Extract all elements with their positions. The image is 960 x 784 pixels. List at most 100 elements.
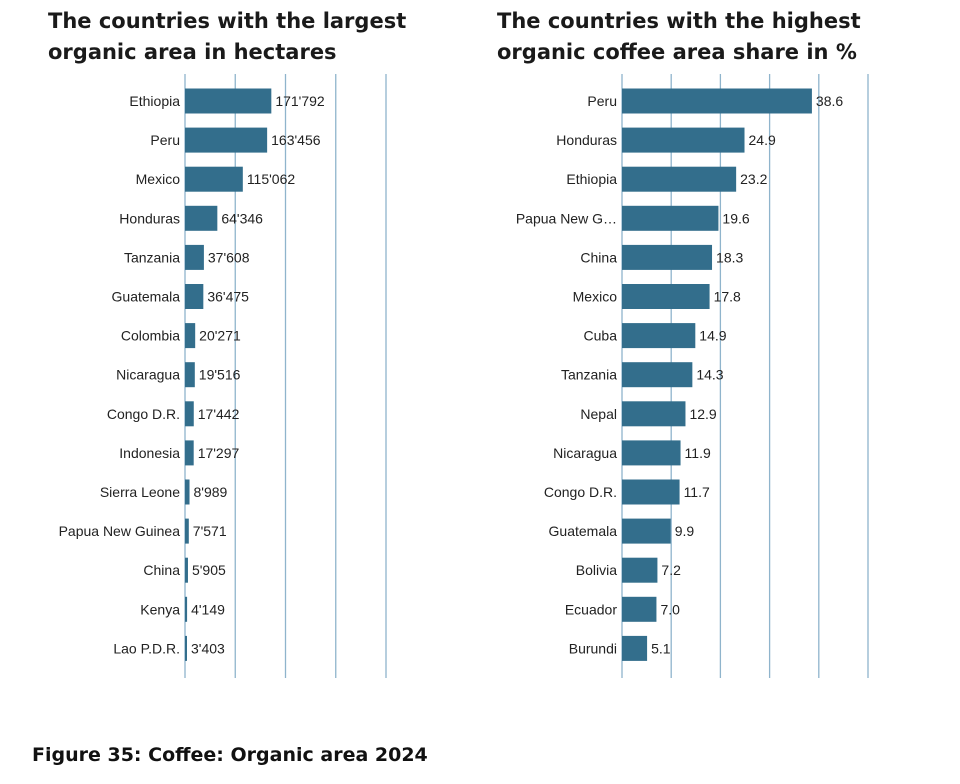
right-category-label-1: Honduras	[556, 132, 617, 148]
right-value-label-14: 5.1	[651, 640, 671, 656]
right-category-label-11: Guatemala	[549, 523, 618, 539]
right-value-label-7: 14.3	[696, 367, 723, 383]
right-bar-14	[622, 635, 648, 661]
right-category-label-14: Burundi	[569, 640, 617, 656]
left-bar-10	[185, 479, 190, 505]
right-category-label-5: Mexico	[573, 289, 618, 305]
right-bar-9	[622, 440, 681, 466]
left-value-label-12: 5'905	[192, 562, 226, 578]
left-value-label-1: 163'456	[271, 132, 321, 148]
left-category-label-4: Tanzania	[124, 249, 180, 265]
right-value-label-3: 19.6	[722, 210, 749, 226]
left-value-label-4: 37'608	[208, 249, 250, 265]
right-bar-5	[622, 284, 710, 309]
right-bar-3	[622, 205, 719, 231]
right-value-label-6: 14.9	[699, 328, 726, 344]
right-bar-0	[622, 88, 812, 114]
left-value-label-9: 17'297	[198, 445, 240, 461]
left-value-label-14: 3'403	[191, 640, 225, 656]
right-bar-12	[622, 557, 658, 583]
right-value-label-5: 17.8	[714, 289, 741, 305]
left-bar-6	[185, 323, 196, 349]
left-bar-1	[185, 127, 268, 153]
right-value-label-11: 9.9	[675, 523, 695, 539]
left-category-label-10: Sierra Leone	[100, 484, 180, 500]
right-value-label-1: 24.9	[749, 132, 776, 148]
right-value-label-13: 7.0	[660, 601, 680, 617]
right-bar-4	[622, 244, 713, 270]
left-chart-title: The countries with the largest organic a…	[48, 6, 406, 68]
left-value-label-2: 115'062	[247, 171, 296, 187]
left-category-label-12: China	[143, 562, 180, 578]
left-value-label-7: 19'516	[199, 367, 241, 383]
right-bar-13	[622, 596, 657, 622]
right-category-label-10: Congo D.R.	[544, 484, 617, 500]
left-category-label-8: Congo D.R.	[107, 406, 180, 422]
right-bar-7	[622, 362, 693, 388]
right-category-label-7: Tanzania	[561, 367, 617, 383]
right-value-label-9: 11.9	[685, 445, 711, 461]
right-category-label-4: China	[580, 249, 617, 265]
left-category-label-6: Colombia	[121, 328, 180, 344]
right-value-label-12: 7.2	[661, 562, 681, 578]
right-bar-6	[622, 323, 696, 349]
left-category-label-5: Guatemala	[112, 289, 181, 305]
right-value-label-4: 18.3	[716, 249, 743, 265]
right-bar-11	[622, 518, 671, 544]
right-bar-8	[622, 401, 686, 427]
left-value-label-10: 8'989	[194, 484, 228, 500]
left-bar-0	[185, 88, 272, 114]
right-bar-chart: Peru 38.6 Honduras 24.9 Ethiopia 23.2 Papua Ne…	[516, 74, 869, 678]
right-category-label-12: Bolivia	[576, 562, 617, 578]
right-chart-title: The countries with the highest organic c…	[497, 6, 861, 68]
right-value-label-2: 23.2	[740, 171, 767, 187]
left-bar-11	[185, 518, 189, 544]
left-bar-3	[185, 205, 218, 231]
right-category-label-0: Peru	[587, 93, 617, 109]
figure-caption: Figure 35: Coffee: Organic area 2024	[32, 744, 428, 766]
left-category-label-9: Indonesia	[119, 445, 180, 461]
right-bar-1	[622, 127, 745, 153]
left-chart-title-line-2: organic area in hectares	[48, 40, 337, 64]
left-category-label-3: Honduras	[119, 210, 180, 226]
right-category-label-3: Papua New G…	[516, 210, 617, 226]
left-bar-14	[185, 635, 187, 661]
left-value-label-3: 64'346	[221, 210, 263, 226]
left-category-label-14: Lao P.D.R.	[113, 640, 180, 656]
left-category-label-11: Papua New Guinea	[59, 523, 181, 539]
left-value-label-6: 20'271	[199, 328, 241, 344]
left-value-label-8: 17'442	[198, 406, 240, 422]
left-bar-9	[185, 440, 194, 466]
left-category-label-1: Peru	[150, 132, 180, 148]
left-category-label-0: Ethiopia	[129, 93, 180, 109]
left-bar-5	[185, 284, 204, 309]
left-bar-12	[185, 557, 188, 583]
left-value-label-5: 36'475	[207, 289, 249, 305]
left-value-label-0: 171'792	[275, 93, 325, 109]
left-bar-chart: Ethiopia 171'792 Peru 163'456 Mexico 115'062 H…	[59, 74, 387, 678]
right-value-label-0: 38.6	[816, 93, 843, 109]
left-value-label-11: 7'571	[193, 523, 227, 539]
left-bar-13	[185, 596, 188, 622]
right-category-label-13: Ecuador	[565, 601, 617, 617]
left-bar-2	[185, 166, 243, 192]
left-bar-4	[185, 244, 204, 270]
left-category-label-13: Kenya	[140, 601, 180, 617]
left-bar-8	[185, 401, 194, 427]
left-category-label-2: Mexico	[136, 171, 181, 187]
right-bar-2	[622, 166, 737, 192]
right-category-label-9: Nicaragua	[553, 445, 617, 461]
left-value-label-13: 4'149	[191, 601, 225, 617]
right-value-label-10: 11.7	[684, 484, 710, 500]
right-chart-title-line-2: organic coffee area share in %	[497, 40, 857, 64]
right-category-label-2: Ethiopia	[566, 171, 617, 187]
right-value-label-8: 12.9	[689, 406, 716, 422]
right-bar-10	[622, 479, 680, 505]
right-chart-title-line-1: The countries with the highest	[497, 9, 861, 33]
left-bar-7	[185, 362, 195, 388]
right-category-label-6: Cuba	[584, 328, 618, 344]
left-chart-title-line-1: The countries with the largest	[48, 9, 407, 33]
right-category-label-8: Nepal	[580, 406, 617, 422]
left-category-label-7: Nicaragua	[116, 367, 180, 383]
